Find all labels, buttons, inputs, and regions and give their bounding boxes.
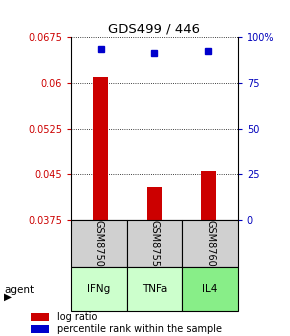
Bar <box>147 186 162 220</box>
Text: GSM8750: GSM8750 <box>94 220 104 267</box>
Text: IFNg: IFNg <box>87 284 110 294</box>
Title: GDS499 / 446: GDS499 / 446 <box>108 23 200 36</box>
Bar <box>93 77 108 220</box>
Text: percentile rank within the sample: percentile rank within the sample <box>57 324 222 334</box>
Text: IL4: IL4 <box>202 284 218 294</box>
Text: agent: agent <box>4 285 35 295</box>
Text: log ratio: log ratio <box>57 312 97 322</box>
Bar <box>201 171 216 220</box>
Bar <box>127 220 182 267</box>
Text: ▶: ▶ <box>4 291 12 301</box>
Bar <box>182 220 238 267</box>
Bar <box>71 220 127 267</box>
Bar <box>31 313 49 321</box>
Text: TNFa: TNFa <box>142 284 167 294</box>
Bar <box>31 325 49 333</box>
Bar <box>127 267 182 311</box>
Bar <box>182 267 238 311</box>
Text: GSM8760: GSM8760 <box>205 220 215 267</box>
Bar <box>71 267 127 311</box>
Text: GSM8755: GSM8755 <box>149 220 160 267</box>
